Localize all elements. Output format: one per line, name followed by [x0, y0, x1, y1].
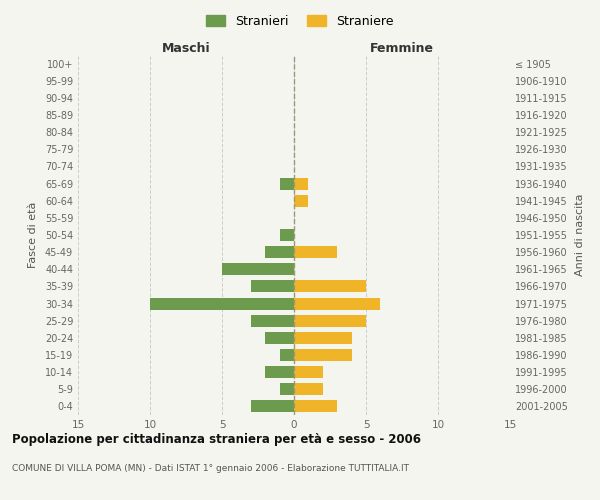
Bar	[265, 246, 294, 258]
Bar	[280, 349, 294, 361]
Bar	[265, 332, 294, 344]
Bar	[294, 314, 366, 326]
Bar	[150, 298, 294, 310]
Text: COMUNE DI VILLA POMA (MN) - Dati ISTAT 1° gennaio 2006 - Elaborazione TUTTITALIA: COMUNE DI VILLA POMA (MN) - Dati ISTAT 1…	[12, 464, 409, 473]
Text: Femmine: Femmine	[370, 42, 434, 55]
Text: Maschi: Maschi	[161, 42, 211, 55]
Bar	[294, 384, 323, 396]
Bar	[222, 264, 294, 276]
Bar	[294, 178, 308, 190]
Bar	[280, 229, 294, 241]
Legend: Stranieri, Straniere: Stranieri, Straniere	[203, 11, 397, 32]
Text: Popolazione per cittadinanza straniera per età e sesso - 2006: Popolazione per cittadinanza straniera p…	[12, 432, 421, 446]
Bar	[265, 366, 294, 378]
Bar	[251, 280, 294, 292]
Bar	[294, 194, 308, 206]
Bar	[294, 246, 337, 258]
Bar	[294, 298, 380, 310]
Bar	[294, 280, 366, 292]
Bar	[294, 349, 352, 361]
Bar	[294, 400, 337, 412]
Bar	[294, 366, 323, 378]
Bar	[280, 178, 294, 190]
Bar	[251, 314, 294, 326]
Bar	[251, 400, 294, 412]
Bar	[294, 332, 352, 344]
Bar	[280, 384, 294, 396]
Y-axis label: Fasce di età: Fasce di età	[28, 202, 38, 268]
Y-axis label: Anni di nascita: Anni di nascita	[575, 194, 584, 276]
